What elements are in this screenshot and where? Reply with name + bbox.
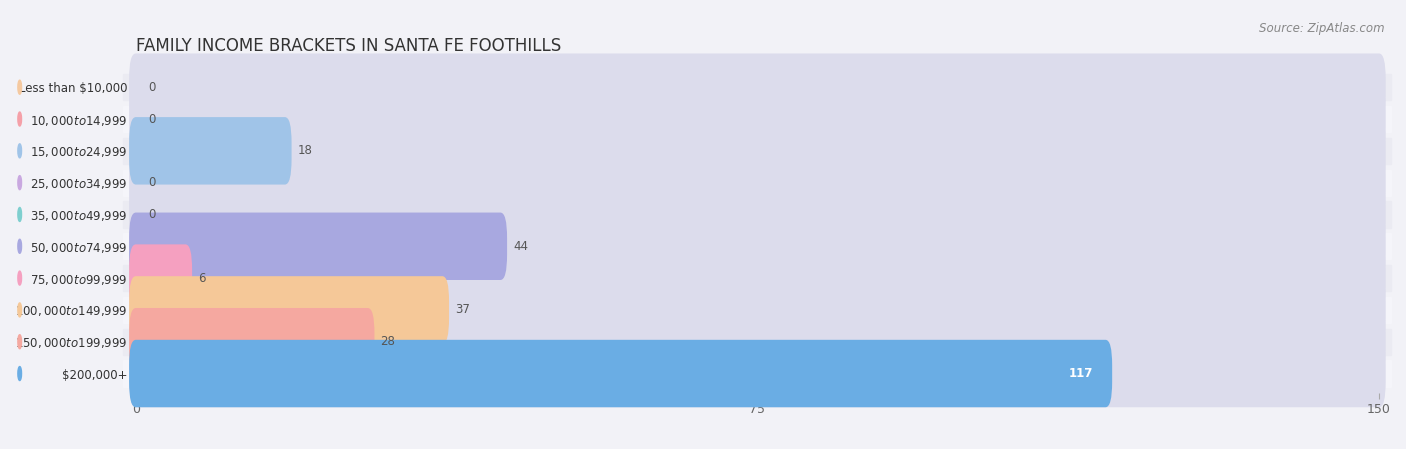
Bar (124, 138, 1392, 164)
Text: 117: 117 (1069, 367, 1092, 380)
FancyBboxPatch shape (129, 212, 508, 280)
Text: 0: 0 (148, 208, 156, 221)
FancyBboxPatch shape (129, 53, 1386, 121)
Bar (124, 106, 1392, 132)
Circle shape (18, 366, 21, 381)
FancyBboxPatch shape (129, 276, 449, 343)
FancyBboxPatch shape (129, 340, 1386, 407)
Circle shape (18, 176, 21, 189)
FancyBboxPatch shape (129, 244, 1386, 312)
FancyBboxPatch shape (129, 117, 1386, 185)
Circle shape (18, 335, 21, 349)
FancyBboxPatch shape (129, 149, 1386, 216)
Text: Source: ZipAtlas.com: Source: ZipAtlas.com (1260, 22, 1385, 35)
Bar (124, 361, 1392, 387)
FancyBboxPatch shape (129, 181, 1386, 248)
Circle shape (18, 271, 21, 285)
Text: 6: 6 (198, 272, 205, 285)
Bar (124, 329, 1392, 355)
Text: 44: 44 (513, 240, 527, 253)
Circle shape (18, 239, 21, 253)
Bar (124, 170, 1392, 196)
FancyBboxPatch shape (129, 212, 1386, 280)
Circle shape (18, 207, 21, 221)
FancyBboxPatch shape (129, 308, 374, 375)
Text: 0: 0 (148, 113, 156, 126)
Text: 0: 0 (148, 81, 156, 94)
Text: 37: 37 (456, 304, 470, 317)
Circle shape (18, 144, 21, 158)
FancyBboxPatch shape (129, 244, 193, 312)
FancyBboxPatch shape (129, 85, 1386, 153)
Text: FAMILY INCOME BRACKETS IN SANTA FE FOOTHILLS: FAMILY INCOME BRACKETS IN SANTA FE FOOTH… (136, 37, 561, 55)
Bar (124, 202, 1392, 228)
Text: 0: 0 (148, 176, 156, 189)
FancyBboxPatch shape (129, 117, 291, 185)
FancyBboxPatch shape (129, 340, 1112, 407)
FancyBboxPatch shape (129, 308, 1386, 375)
Text: 18: 18 (298, 144, 312, 157)
Circle shape (18, 112, 21, 126)
Bar (124, 265, 1392, 291)
Bar (124, 297, 1392, 323)
Circle shape (18, 303, 21, 317)
Bar (124, 233, 1392, 260)
FancyBboxPatch shape (129, 276, 1386, 343)
Bar (124, 74, 1392, 100)
Text: 28: 28 (380, 335, 395, 348)
Circle shape (18, 80, 21, 94)
